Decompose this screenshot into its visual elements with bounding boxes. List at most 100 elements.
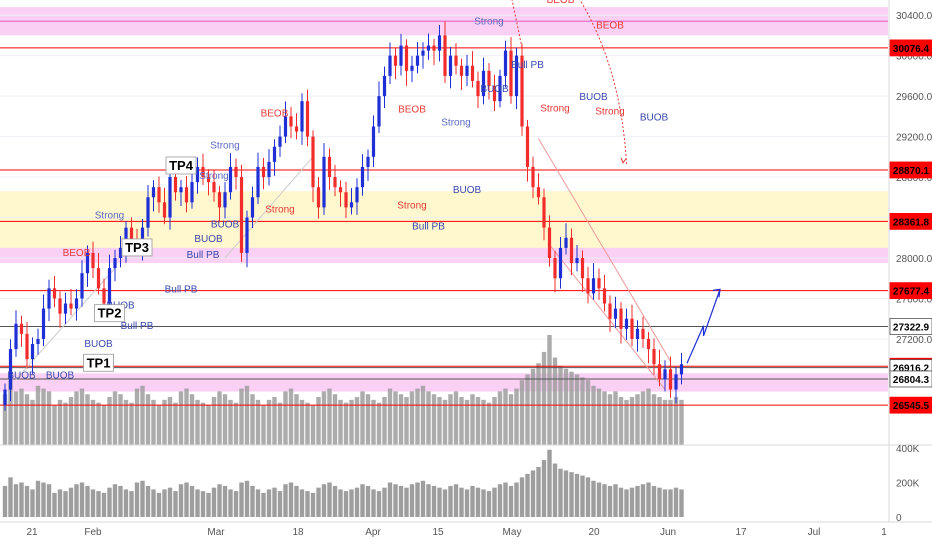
volume-bar-43 (239, 482, 244, 517)
candle-body-104 (575, 258, 579, 264)
volume-bar-main-117 (646, 388, 651, 445)
time-label-4: Apr (365, 527, 381, 538)
volume-bar-60 (332, 485, 338, 517)
volume-bar-main-85 (470, 394, 475, 445)
volume-bar-96 (530, 470, 536, 517)
tp-box-0 (83, 353, 114, 372)
volume-bar-main-15 (85, 394, 90, 445)
price-tags-layer: 30076.428870.128361.827677.427322.926930… (889, 39, 932, 414)
volume-bar-52 (288, 482, 294, 517)
volume-bar-main-21 (118, 394, 123, 445)
volume-bar-105 (580, 475, 585, 517)
candle-body-90 (498, 75, 502, 102)
volume-bar-23 (129, 491, 134, 517)
candle-body-97 (536, 187, 541, 198)
price-tick-8: 27200.0 (896, 335, 932, 346)
candle-body-68 (377, 96, 381, 127)
volume-bar-4 (24, 485, 30, 517)
volume-bar-113 (624, 489, 629, 517)
candle-body-19 (107, 268, 112, 304)
volume-tick-400K: 400K (896, 444, 920, 455)
tp-label-0: TP1 (87, 355, 111, 370)
volume-bar-57 (316, 487, 321, 517)
volume-bar-101 (558, 468, 563, 517)
tp-box-2 (121, 238, 153, 257)
volume-bar-main-31 (173, 402, 178, 445)
volume-bar-main-106 (585, 380, 591, 445)
time-label-7: 20 (588, 527, 600, 538)
volume-bar-46 (255, 489, 261, 517)
candle-body-11 (63, 303, 68, 314)
volume-bar-main-95 (525, 374, 530, 445)
candle-body-98 (542, 197, 546, 228)
volume-bar-main-43 (239, 388, 244, 445)
volume-bar-main-5 (30, 399, 35, 445)
volume-bar-main-113 (624, 399, 629, 445)
volume-bar-93 (514, 482, 519, 517)
volume-bar-65 (360, 484, 365, 517)
volume-bar-main-55 (305, 402, 310, 445)
volume-bar-main-73 (404, 397, 409, 445)
volume-bar-45 (250, 485, 255, 517)
volume-bar-44 (244, 480, 250, 517)
volume-bar-main-37 (206, 405, 211, 445)
volume-bar-main-108 (596, 388, 602, 445)
volume-bar-main-17 (96, 402, 101, 445)
volume-bar-main-62 (343, 402, 349, 445)
candle-body-48 (267, 161, 271, 178)
annotation-9: BEOB (261, 108, 289, 119)
volume-bar-main-29 (162, 399, 167, 445)
annotation-19: BUOB (211, 220, 240, 231)
price-tick-0: 30400.0 (896, 11, 932, 22)
time-axis-layer: 21 Feb Mar 18 Apr 15 May 20 Jun 17 Jul 1 (26, 527, 887, 538)
volume-bar-main-70 (387, 388, 393, 445)
tp-label-1: TP2 (98, 306, 122, 321)
candle-body-99 (547, 227, 552, 258)
volume-bar-7 (41, 482, 46, 517)
tp-label-3: TP4 (169, 158, 194, 173)
candle-body-37 (206, 177, 211, 183)
annotation-22: BEOB (63, 248, 91, 259)
candle-body-72 (399, 45, 403, 66)
volume-bar-21 (118, 485, 123, 517)
candle-body-27 (151, 187, 156, 198)
volume-bar-95 (525, 473, 530, 517)
volume-bar-main-71 (393, 391, 398, 445)
volume-bar-main-22 (123, 399, 129, 445)
volume-bar-110 (607, 485, 613, 517)
annotation-18: Strong (95, 211, 124, 222)
candle-body-114 (630, 318, 634, 339)
volume-bar-47 (261, 492, 266, 517)
price-tag-27322.9: 27322.9 (893, 323, 930, 334)
time-label-10: Jul (808, 527, 821, 538)
volume-bar-120 (662, 489, 668, 517)
candle-body-89 (492, 86, 497, 102)
price-tick-1: 30000.0 (896, 52, 932, 63)
annotation-27: BUOB (7, 370, 36, 381)
annotation-28: BUOB (46, 370, 75, 381)
candle-body-91 (503, 50, 508, 76)
annotation-11: Strong (441, 117, 470, 128)
volume-bar-main-97 (536, 363, 541, 445)
projection-layer (511, 0, 721, 364)
annotation-10: BEOB (398, 104, 426, 115)
candle-body-35 (195, 166, 200, 183)
volume-bar-main-53 (294, 394, 299, 445)
volume-bar-68 (376, 491, 382, 517)
candle-body-122 (674, 374, 678, 390)
volume-bar-main-42 (233, 402, 239, 445)
candle-body-4 (25, 333, 29, 360)
candle-body-50 (278, 136, 282, 147)
volume-bar-main-91 (503, 388, 508, 445)
volume-bar-main-52 (288, 388, 294, 445)
candle-body-46 (256, 166, 260, 198)
annotation-4: BUOB (480, 84, 509, 95)
candle-body-15 (85, 252, 90, 274)
volume-bar-56 (310, 492, 316, 517)
volume-bar-main-3 (19, 388, 24, 445)
volume-bar-main-88 (486, 402, 492, 445)
volume-bar-104 (574, 473, 580, 517)
volume-bar-17 (96, 491, 101, 517)
candle-body-1 (8, 349, 13, 390)
price-tick-4: 28800.0 (896, 173, 932, 184)
